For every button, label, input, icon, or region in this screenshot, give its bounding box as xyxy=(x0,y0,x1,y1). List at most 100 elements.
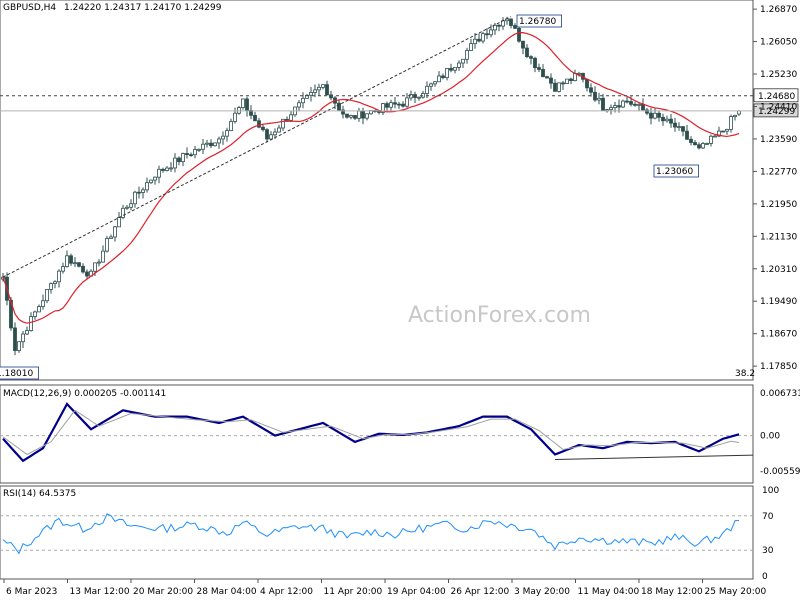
y-tick-label: 1.26050 xyxy=(760,38,797,48)
candle-body xyxy=(53,281,57,285)
candle-body xyxy=(533,57,537,69)
candle-body xyxy=(177,157,181,163)
candle-body xyxy=(341,109,345,115)
candle-body xyxy=(569,78,573,81)
ohlc-readout: 1.24220 1.24317 1.24170 1.24299 xyxy=(64,3,222,13)
candle-body xyxy=(25,330,29,335)
candle-body xyxy=(65,255,69,267)
rsi-title: RSI(14) 64.5375 xyxy=(3,489,76,499)
trendline xyxy=(2,16,512,278)
macd-y-tick-label: 0.006731 xyxy=(760,389,800,399)
candle-body xyxy=(129,203,133,208)
symbol-label: GBPUSD,H4 xyxy=(3,3,56,13)
candle-body xyxy=(313,89,317,93)
candle-body xyxy=(21,333,25,343)
y-tick-label: 1.19490 xyxy=(760,297,797,307)
candle-body xyxy=(425,85,429,94)
candle-body xyxy=(645,109,649,114)
candle-body xyxy=(161,168,165,171)
candle-body xyxy=(397,103,401,106)
candle-body xyxy=(705,143,709,145)
candle-body xyxy=(617,105,621,108)
candle-body xyxy=(681,126,685,132)
candle-body xyxy=(209,142,213,147)
candle-body xyxy=(49,283,53,290)
candle-body xyxy=(497,24,501,27)
x-tick-label: 25 May 20:00 xyxy=(705,587,767,597)
candle-body xyxy=(393,102,397,105)
candle-body xyxy=(173,157,177,169)
y-tick-label: 1.26870 xyxy=(760,5,797,15)
candle-body xyxy=(57,270,61,283)
y-tick-label: 1.21130 xyxy=(760,232,797,242)
price-tag-label: 1.24299 xyxy=(758,107,795,117)
candle-body xyxy=(185,153,189,156)
candle-body xyxy=(85,271,89,277)
candle-body xyxy=(61,266,65,272)
candle-body xyxy=(385,103,389,108)
candle-body xyxy=(105,238,109,252)
price-tag-box xyxy=(753,103,799,118)
candle-body xyxy=(149,179,153,184)
x-tick-label: 19 Apr 04:00 xyxy=(387,587,446,597)
price-tag-label: 1.24680 xyxy=(758,92,795,102)
candle-body xyxy=(465,50,469,60)
candle-body xyxy=(481,33,485,42)
candle-body xyxy=(365,113,369,119)
candle-body xyxy=(657,112,661,118)
candle-body xyxy=(157,168,161,178)
candle-body xyxy=(321,84,325,88)
candle-body xyxy=(729,116,733,130)
rsi-y-tick-label: 70 xyxy=(762,512,774,522)
candle-body xyxy=(229,121,233,132)
candle-body xyxy=(517,27,521,42)
x-tick-label: 18 May 12:00 xyxy=(641,587,703,597)
rsi-line xyxy=(2,513,740,555)
candle-body xyxy=(641,103,645,111)
candle-body xyxy=(225,130,229,137)
candle-body xyxy=(253,114,257,122)
candle-body xyxy=(693,142,697,146)
candle-body xyxy=(549,77,553,84)
candle-body xyxy=(441,75,445,78)
candle-body xyxy=(457,62,461,68)
candle-body xyxy=(213,142,217,147)
x-tick-label: 11 Apr 20:00 xyxy=(324,587,383,597)
rsi-y-tick-label: 100 xyxy=(762,486,779,496)
candle-body xyxy=(145,182,149,191)
candle-body xyxy=(621,100,625,108)
candle-body xyxy=(113,226,117,238)
candle-body xyxy=(257,120,261,128)
macd-title: MACD(12,26,9) 0.000205 -0.001141 xyxy=(3,389,166,399)
candle-body xyxy=(241,98,245,108)
candle-body xyxy=(585,78,589,89)
candle-body xyxy=(117,217,121,228)
candle-body xyxy=(93,262,97,272)
price-panel xyxy=(0,0,754,381)
y-tick-label: 1.18670 xyxy=(760,330,797,340)
candle-body xyxy=(357,110,361,119)
candle-body xyxy=(305,94,309,99)
x-tick-label: 13 Mar 12:00 xyxy=(70,587,130,597)
macd-y-tick-label: 0.00 xyxy=(760,432,780,442)
annotation-box xyxy=(516,14,562,28)
candle-body xyxy=(345,113,349,118)
rsi-panel xyxy=(0,485,754,580)
candle-body xyxy=(289,114,293,121)
candle-body xyxy=(73,262,77,265)
annotation-label: 1.18010 xyxy=(0,369,33,379)
candle-body xyxy=(77,262,81,267)
candle-body xyxy=(625,100,629,103)
candle-body xyxy=(653,112,657,119)
moving-average-line xyxy=(2,32,740,324)
annotation-label: 1.23060 xyxy=(656,167,693,177)
fib-label: 38.2 xyxy=(735,369,755,379)
candle-body xyxy=(97,261,101,264)
candle-body xyxy=(245,98,249,111)
candle-body xyxy=(281,118,285,129)
candle-body xyxy=(537,67,541,70)
candle-body xyxy=(665,118,669,122)
candle-body xyxy=(677,126,681,128)
candle-body xyxy=(661,116,665,122)
candle-body xyxy=(169,167,173,170)
